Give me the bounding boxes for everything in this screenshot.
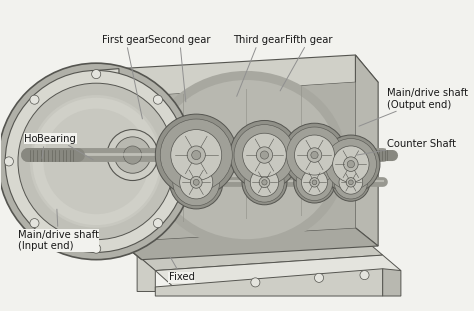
Circle shape <box>259 177 270 188</box>
Circle shape <box>294 162 335 203</box>
Circle shape <box>5 71 187 252</box>
Polygon shape <box>155 255 401 287</box>
Circle shape <box>346 178 356 187</box>
Polygon shape <box>119 55 378 98</box>
Text: Fixed: Fixed <box>169 257 195 282</box>
Circle shape <box>107 130 158 180</box>
Circle shape <box>30 95 39 104</box>
Circle shape <box>311 151 318 159</box>
Circle shape <box>154 95 163 104</box>
Circle shape <box>245 163 284 202</box>
Polygon shape <box>356 55 378 246</box>
Circle shape <box>171 130 222 180</box>
Circle shape <box>296 164 333 201</box>
Circle shape <box>124 146 142 164</box>
Circle shape <box>91 70 101 79</box>
Polygon shape <box>119 228 378 260</box>
Circle shape <box>322 135 380 193</box>
Text: Housing: Housing <box>24 133 65 158</box>
Polygon shape <box>155 269 383 296</box>
Circle shape <box>234 125 295 185</box>
Circle shape <box>314 273 324 282</box>
Circle shape <box>312 180 317 185</box>
Circle shape <box>191 151 201 160</box>
Circle shape <box>339 170 363 194</box>
Circle shape <box>154 219 163 228</box>
Circle shape <box>44 109 149 214</box>
Circle shape <box>191 176 202 188</box>
Circle shape <box>242 160 287 205</box>
Circle shape <box>301 169 328 195</box>
Circle shape <box>187 146 205 164</box>
Circle shape <box>114 137 151 173</box>
Circle shape <box>193 179 199 185</box>
Polygon shape <box>137 255 155 291</box>
Circle shape <box>30 219 39 228</box>
Circle shape <box>344 157 358 171</box>
Circle shape <box>33 98 160 225</box>
Circle shape <box>348 180 353 185</box>
Circle shape <box>334 166 367 199</box>
Polygon shape <box>119 82 356 241</box>
Circle shape <box>173 159 219 206</box>
Text: Counter Shaft: Counter Shaft <box>357 139 456 155</box>
Circle shape <box>347 160 355 168</box>
Ellipse shape <box>155 80 337 239</box>
Text: Second gear: Second gear <box>148 35 211 102</box>
Circle shape <box>251 278 260 287</box>
Circle shape <box>333 146 369 182</box>
Polygon shape <box>96 69 142 98</box>
Circle shape <box>262 180 267 185</box>
Text: Main/drive shaft
(Input end): Main/drive shaft (Input end) <box>18 209 99 251</box>
Circle shape <box>250 168 279 197</box>
Polygon shape <box>96 232 142 260</box>
Text: First gear: First gear <box>102 35 149 119</box>
Polygon shape <box>96 69 119 252</box>
Circle shape <box>0 63 194 260</box>
Polygon shape <box>137 240 383 271</box>
Circle shape <box>283 123 346 187</box>
Circle shape <box>294 135 335 175</box>
Circle shape <box>286 127 343 183</box>
Polygon shape <box>119 82 356 241</box>
Circle shape <box>230 120 299 190</box>
Circle shape <box>30 95 163 228</box>
Circle shape <box>170 156 223 209</box>
Text: Bearing: Bearing <box>37 133 93 160</box>
Circle shape <box>260 151 269 159</box>
Circle shape <box>91 244 101 253</box>
Circle shape <box>179 157 188 166</box>
Text: Third gear: Third gear <box>234 35 285 96</box>
Text: Fifth gear: Fifth gear <box>280 35 333 91</box>
Circle shape <box>4 157 13 166</box>
Polygon shape <box>383 269 401 296</box>
Ellipse shape <box>146 71 346 248</box>
Circle shape <box>256 147 273 163</box>
Circle shape <box>243 133 286 177</box>
Text: Main/drive shaft
(Output end): Main/drive shaft (Output end) <box>359 88 467 126</box>
Circle shape <box>325 138 376 190</box>
Circle shape <box>307 148 322 162</box>
Circle shape <box>310 178 319 187</box>
Circle shape <box>160 119 232 191</box>
Circle shape <box>18 83 174 240</box>
Circle shape <box>155 114 237 196</box>
Circle shape <box>180 166 213 199</box>
Circle shape <box>332 163 370 201</box>
Circle shape <box>360 271 369 280</box>
